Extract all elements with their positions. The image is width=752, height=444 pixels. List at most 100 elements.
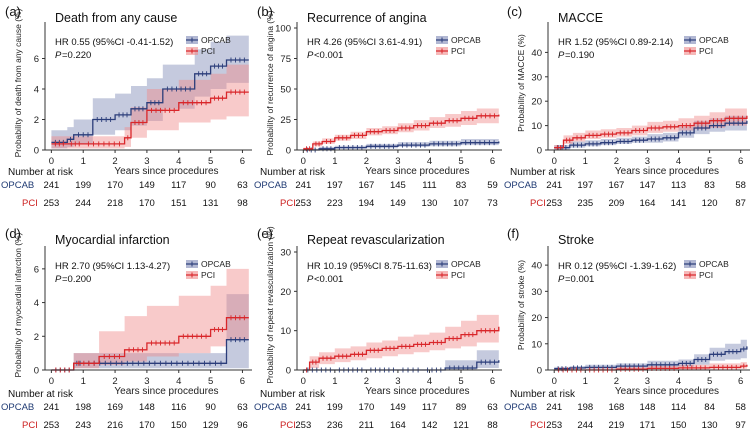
x-tick-label: 4	[676, 156, 681, 167]
legend-label: OPCAB	[451, 259, 481, 269]
risk-group-opcab: OPCAB	[504, 180, 537, 191]
y-tick-label: 20	[531, 313, 542, 324]
y-tick-label: 0	[286, 366, 291, 377]
risk-group-opcab: OPCAB	[504, 402, 537, 413]
risk-count-opcab: 241	[295, 180, 311, 191]
risk-count-pci: 130	[422, 198, 438, 209]
x-tick-label: 5	[458, 376, 463, 387]
risk-count-opcab: 114	[671, 402, 686, 413]
series-line-pci	[303, 326, 500, 371]
risk-count-pci: 253	[43, 420, 59, 431]
p-value: <0.001	[314, 274, 343, 285]
risk-count-pci: 244	[577, 420, 593, 431]
risk-count-opcab: 148	[640, 402, 656, 413]
risk-count-pci: 164	[640, 198, 656, 209]
risk-count-pci: 149	[390, 198, 406, 209]
number-at-risk-label: Number at risk	[260, 389, 326, 400]
risk-count-opcab: 167	[358, 180, 374, 191]
panel-a: 0 2 4 6 0 1 2 3 4 5 6 Years since procedures Probabi…	[1, 4, 252, 209]
p-value: =0.190	[565, 50, 594, 61]
risk-count-pci: 121	[453, 420, 469, 431]
x-tick-label: 0	[301, 156, 306, 167]
risk-count-opcab: 167	[608, 180, 624, 191]
risk-count-pci: 98	[237, 198, 248, 209]
x-tick-label: 1	[583, 156, 588, 167]
y-tick-label: 30	[280, 248, 291, 259]
y-tick-label: 4	[34, 85, 39, 96]
risk-count-pci: 131	[203, 198, 219, 209]
y-tick-label: 20	[531, 97, 542, 108]
x-tick-label: 1	[81, 376, 86, 387]
legend-label: PCI	[699, 46, 713, 56]
p-value-label: P	[55, 274, 62, 285]
x-axis-label: Years since procedures	[615, 386, 719, 397]
risk-count-pci: 87	[735, 198, 746, 209]
x-tick-label: 4	[427, 156, 432, 167]
risk-count-pci: 142	[422, 420, 438, 431]
risk-group-pci: PCI	[530, 198, 546, 209]
x-tick-label: 6	[240, 156, 245, 167]
y-tick-label: 10	[280, 326, 291, 337]
x-axis-label: Years since procedures	[365, 166, 469, 177]
y-tick-label: 30	[531, 72, 542, 83]
risk-count-opcab: 198	[577, 402, 593, 413]
risk-count-opcab: 83	[456, 180, 467, 191]
panel-letter: (d)	[5, 226, 21, 241]
ci-band-opcab	[554, 333, 747, 370]
y-tick-label: 75	[280, 54, 291, 65]
panel-title: Stroke	[558, 233, 594, 247]
risk-count-opcab: 241	[295, 402, 311, 413]
x-tick-label: 3	[645, 156, 650, 167]
ci-band-pci	[51, 64, 249, 149]
hr-annotation: HR 2.70 (95%CI 1.13-4.27)	[55, 261, 170, 272]
x-tick-label: 6	[738, 156, 743, 167]
risk-group-pci: PCI	[280, 198, 296, 209]
risk-group-pci: PCI	[530, 420, 546, 431]
x-tick-label: 3	[395, 376, 400, 387]
risk-count-opcab: 170	[107, 180, 123, 191]
risk-count-opcab: 90	[205, 402, 216, 413]
x-tick-label: 2	[112, 376, 117, 387]
risk-count-opcab: 90	[205, 180, 216, 191]
x-tick-label: 4	[427, 376, 432, 387]
risk-count-pci: 130	[702, 420, 718, 431]
panel-title: Repeat revascularization	[307, 233, 445, 247]
hr-annotation: HR 10.19 (95%CI 8.75-11.63)	[307, 261, 432, 272]
risk-count-opcab: 84	[704, 402, 715, 413]
legend-label: PCI	[201, 270, 215, 280]
risk-count-opcab: 117	[422, 402, 437, 413]
y-tick-label: 6	[34, 264, 39, 275]
series-line-opcab	[303, 141, 500, 151]
x-tick-label: 5	[458, 156, 463, 167]
risk-count-pci: 253	[546, 420, 562, 431]
legend-label: OPCAB	[451, 35, 481, 45]
risk-count-pci: 120	[702, 198, 718, 209]
risk-count-pci: 244	[75, 198, 91, 209]
risk-count-opcab: 83	[704, 180, 715, 191]
risk-group-pci: PCI	[280, 420, 296, 431]
panel-letter: (f)	[507, 226, 519, 241]
panel-title: Recurrence of angina	[307, 11, 427, 25]
y-axis-label: Probability of recurrence of angina (%)	[265, 10, 275, 155]
series-line-opcab	[554, 120, 748, 149]
risk-count-opcab: 58	[735, 180, 746, 191]
y-axis-label: Probability of death from any cause (%)	[13, 8, 23, 157]
y-tick-label: 50	[280, 85, 291, 96]
x-tick-label: 0	[49, 376, 54, 387]
x-tick-label: 1	[332, 156, 337, 167]
legend-label: OPCAB	[699, 259, 729, 269]
x-tick-label: 2	[112, 156, 117, 167]
risk-count-pci: 73	[487, 198, 498, 209]
panel-f: 0 10 20 30 40 0 1 2 3 4 5 6 Years since procedures Pr…	[504, 226, 750, 431]
x-tick-label: 0	[552, 376, 557, 387]
panel-title: Death from any cause	[55, 11, 177, 25]
x-tick-label: 1	[583, 376, 588, 387]
y-tick-label: 0	[537, 146, 542, 157]
p-value: <0.001	[314, 50, 343, 61]
y-tick-label: 2	[34, 115, 39, 126]
legend-label: PCI	[201, 46, 215, 56]
panel-letter: (c)	[507, 4, 522, 19]
x-tick-label: 0	[301, 376, 306, 387]
number-at-risk-label: Number at risk	[8, 167, 74, 178]
risk-count-opcab: 147	[640, 180, 656, 191]
